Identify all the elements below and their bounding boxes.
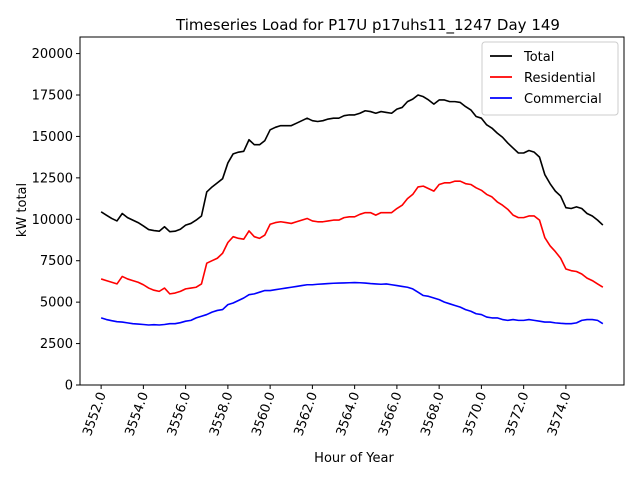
series-line-commercial: [100, 281, 604, 326]
y-tick-label: 17500: [32, 89, 73, 104]
legend-box: [481, 41, 619, 116]
y-tick-label: 20000: [32, 47, 73, 62]
y-tick-label: 5000: [40, 296, 73, 311]
x-axis-label: Hour of Year: [314, 451, 394, 466]
y-tick-label: 10000: [32, 213, 73, 228]
y-axis-label: kW total: [15, 183, 30, 237]
y-tick-label: 2500: [40, 337, 73, 352]
series-layer: [100, 94, 604, 326]
y-tick-label: 12500: [32, 171, 73, 186]
axes-spines: [79, 36, 625, 386]
legend-label-total: Total: [523, 50, 554, 65]
legend-label-residential: Residential: [524, 71, 596, 86]
y-tick-label: 15000: [32, 130, 73, 145]
y-tick-label: 0: [65, 379, 73, 394]
y-tick-label: 7500: [40, 254, 73, 269]
series-line-total: [100, 94, 604, 233]
legend-label-commercial: Commercial: [524, 92, 602, 107]
series-line-residential: [100, 180, 604, 295]
chart-title: Timeseries Load for P17U p17uhs11_1247 D…: [175, 16, 560, 35]
legend: Total Residential Commercial: [481, 41, 619, 116]
